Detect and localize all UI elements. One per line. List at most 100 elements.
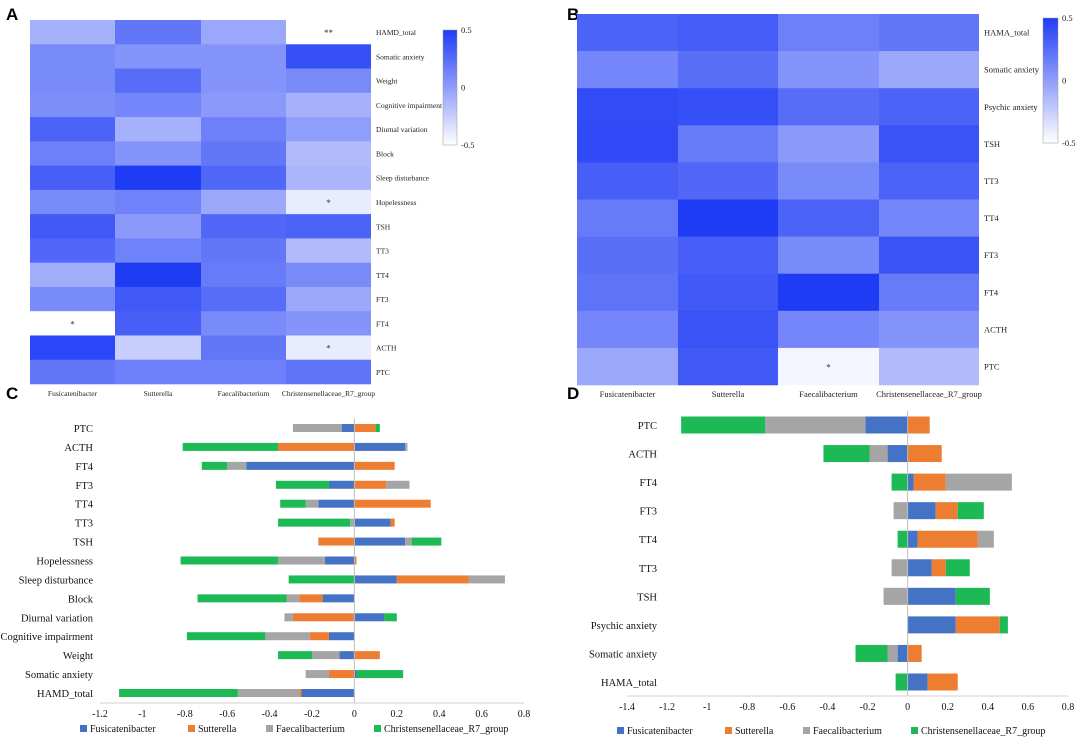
heatmap-cell-a-hopelessness-christensenellaceae-r7-group bbox=[286, 189, 371, 215]
bar-d-acth-fusicatenibacter bbox=[887, 445, 908, 463]
bar-c-weight-fusicatenibacter bbox=[339, 651, 355, 660]
row-label-a-diurnal-variation: Diurnal variation bbox=[376, 125, 428, 134]
legend-label-d-sutterella: Sutterella bbox=[735, 726, 774, 737]
heatmap-cell-a-somatic-anxiety-sutterella bbox=[115, 44, 201, 69]
heatmap-cell-a-weight-sutterella bbox=[115, 68, 201, 94]
column-label-b-christensenellaceae-r7-group: Christensenellaceae_R7_group bbox=[876, 389, 982, 399]
bar-d-tt3-christensenellaceae-r7-group bbox=[945, 559, 970, 577]
heatmap-cell-b-tt4-christensenellaceae-r7-group bbox=[879, 199, 979, 237]
bar-d-tt3-sutterella bbox=[931, 559, 946, 577]
heatmap-cell-b-hama-total-fusicatenibacter bbox=[577, 14, 678, 52]
x-tick-label-d-11: 0.8 bbox=[1062, 702, 1075, 713]
heatmap-cell-a-tt3-sutterella bbox=[115, 238, 201, 263]
column-label-a-sutterella: Sutterella bbox=[144, 389, 173, 398]
colorbar-label-b-2: -0.5 bbox=[1062, 138, 1075, 148]
bar-c-sleep-disturbance-sutterella bbox=[396, 575, 469, 584]
heatmap-cell-a-sleep-disturbance-christensenellaceae-r7-group bbox=[286, 165, 371, 191]
category-label-d-somatic-anxiety: Somatic anxiety bbox=[589, 649, 658, 660]
bar-d-psychic-anxiety-christensenellaceae-r7-group bbox=[999, 616, 1008, 634]
heatmap-cell-a-acth-faecalibacterium bbox=[201, 335, 286, 361]
heatmap-cell-a-block-christensenellaceae-r7-group bbox=[286, 141, 371, 166]
column-label-b-fusicatenibacter: Fusicatenibacter bbox=[600, 389, 656, 399]
heatmap-cell-b-ft3-faecalibacterium bbox=[778, 236, 879, 274]
significance-mark-a-3: * bbox=[326, 344, 331, 354]
bar-c-tsh-fusicatenibacter bbox=[354, 537, 406, 546]
heatmap-cell-a-tt3-faecalibacterium bbox=[201, 238, 286, 263]
bar-c-block-sutterella bbox=[299, 594, 323, 603]
bar-c-ft4-fusicatenibacter bbox=[246, 461, 355, 470]
heatmap-cell-a-weight-faecalibacterium bbox=[201, 68, 286, 94]
bar-c-diurnal-variation-fusicatenibacter bbox=[354, 613, 385, 622]
x-tick-label-c-0: -1.2 bbox=[92, 709, 108, 720]
bar-c-hamd-total-fusicatenibacter bbox=[301, 689, 355, 697]
bar-c-ft4-faecalibacterium bbox=[227, 461, 247, 470]
panel-letter-b: B bbox=[567, 5, 579, 24]
category-label-c-tsh: TSH bbox=[73, 538, 93, 549]
bar-d-tsh-fusicatenibacter bbox=[907, 587, 956, 605]
heatmap-cell-a-tt4-fusicatenibacter bbox=[30, 262, 115, 288]
bar-d-ptc-sutterella bbox=[907, 416, 930, 434]
heatmap-cell-b-tt3-sutterella bbox=[678, 162, 778, 200]
heatmap-cell-a-ft4-faecalibacterium bbox=[201, 311, 286, 336]
heatmap-cell-b-hama-total-christensenellaceae-r7-group bbox=[879, 14, 979, 52]
bar-c-ft4-sutterella bbox=[354, 461, 395, 470]
category-label-d-acth: ACTH bbox=[628, 450, 657, 461]
row-label-a-hopelessness: Hopelessness bbox=[376, 198, 416, 207]
heatmap-cell-a-sleep-disturbance-fusicatenibacter bbox=[30, 165, 115, 191]
heatmap-cell-b-hama-total-faecalibacterium bbox=[778, 14, 879, 52]
category-label-d-ptc: PTC bbox=[638, 421, 657, 432]
bar-c-acth-fusicatenibacter bbox=[354, 442, 406, 451]
category-label-c-sleep-disturbance: Sleep disturbance bbox=[19, 575, 94, 586]
row-label-a-cognitive-impairment: Cognitive impairment bbox=[376, 101, 443, 110]
x-tick-label-d-7: 0 bbox=[905, 702, 910, 713]
bar-c-somatic-anxiety-sutterella bbox=[328, 670, 355, 679]
heatmap-cell-b-somatic-anxiety-fusicatenibacter bbox=[577, 51, 678, 89]
bar-c-block-fusicatenibacter bbox=[322, 594, 355, 603]
heatmap-cell-a-hamd-total-christensenellaceae-r7-group bbox=[286, 20, 371, 45]
bar-c-weight-sutterella bbox=[354, 651, 380, 660]
significance-mark-a-2: * bbox=[70, 319, 75, 329]
heatmap-cell-b-psychic-anxiety-faecalibacterium bbox=[778, 88, 879, 126]
bar-c-diurnal-variation-christensenellaceae-r7-group bbox=[384, 613, 397, 622]
heatmap-cell-b-acth-faecalibacterium bbox=[778, 310, 879, 349]
heatmap-cell-b-tsh-fusicatenibacter bbox=[577, 125, 678, 163]
heatmap-cell-b-tt3-faecalibacterium bbox=[778, 162, 879, 200]
heatmap-cell-a-ptc-faecalibacterium bbox=[201, 359, 286, 385]
legend-swatch-d-fusicatenibacter bbox=[617, 727, 624, 734]
row-label-a-tsh: TSH bbox=[376, 222, 391, 231]
heatmap-cell-a-hamd-total-sutterella bbox=[115, 20, 201, 45]
heatmap-cell-a-hamd-total-fusicatenibacter bbox=[30, 20, 115, 45]
heatmap-cell-a-hamd-total-faecalibacterium bbox=[201, 20, 286, 45]
bar-d-ft4-christensenellaceae-r7-group bbox=[891, 473, 908, 491]
heatmap-cell-a-diurnal-variation-christensenellaceae-r7-group bbox=[286, 117, 371, 142]
bar-d-ft4-sutterella bbox=[913, 473, 946, 491]
significance-mark-a-0: ** bbox=[324, 28, 334, 38]
category-label-c-hamd-total: HAMD_total bbox=[37, 689, 93, 700]
bar-d-acth-christensenellaceae-r7-group bbox=[823, 445, 870, 463]
category-label-d-tt3: TT3 bbox=[639, 564, 657, 575]
bar-c-cognitive-impairment-faecalibacterium bbox=[265, 632, 310, 641]
x-tick-label-c-2: -0.8 bbox=[177, 709, 193, 720]
bar-c-acth-sutterella bbox=[278, 442, 355, 451]
bar-d-ft4-fusicatenibacter bbox=[907, 473, 914, 491]
x-tick-label-c-6: 0 bbox=[352, 709, 357, 720]
heatmap-cell-a-block-faecalibacterium bbox=[201, 141, 286, 166]
row-label-a-somatic-anxiety: Somatic anxiety bbox=[376, 52, 425, 61]
row-label-a-tt3: TT3 bbox=[376, 247, 389, 256]
bar-d-ptc-christensenellaceae-r7-group bbox=[681, 416, 766, 434]
x-tick-label-d-4: -0.6 bbox=[779, 702, 795, 713]
bar-d-tsh-christensenellaceae-r7-group bbox=[955, 587, 990, 605]
bar-c-hopelessness-sutterella bbox=[354, 556, 357, 565]
panel-letter-c: C bbox=[6, 384, 18, 403]
row-label-a-sleep-disturbance: Sleep disturbance bbox=[376, 174, 430, 183]
colorbar-label-a-2: -0.5 bbox=[461, 140, 474, 150]
panel-letter-a: A bbox=[6, 5, 18, 24]
heatmap-cell-a-weight-christensenellaceae-r7-group bbox=[286, 68, 371, 94]
x-tick-label-c-8: 0.4 bbox=[433, 709, 446, 720]
colorbar-label-a-1: 0 bbox=[461, 83, 465, 93]
row-label-a-weight: Weight bbox=[376, 77, 398, 86]
heatmap-cell-b-tsh-faecalibacterium bbox=[778, 125, 879, 163]
colorbar-a bbox=[442, 29, 458, 146]
significance-mark-b-0: * bbox=[826, 362, 831, 372]
